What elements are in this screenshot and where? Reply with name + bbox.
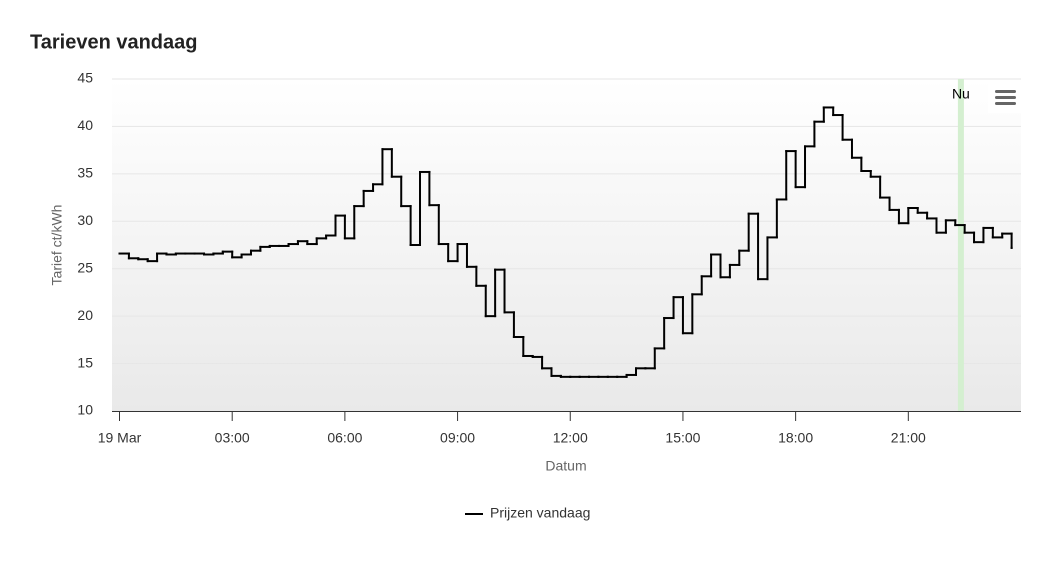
legend-label[interactable]: Prijzen vandaag <box>490 505 590 521</box>
menu-bar <box>995 102 1016 105</box>
x-tick-label: 09:00 <box>440 430 475 446</box>
chart-title: Tarieven vandaag <box>30 31 197 53</box>
x-tick-label: 12:00 <box>553 430 588 446</box>
y-axis-title: Tarief ct/kWh <box>49 205 65 286</box>
x-tick-label: 03:00 <box>215 430 250 446</box>
y-tick-label: 45 <box>77 70 93 86</box>
x-tick-label: 15:00 <box>665 430 700 446</box>
y-tick-label: 35 <box>77 165 93 181</box>
x-tick-label: 19 Mar <box>98 430 142 446</box>
x-tick-label: 06:00 <box>327 430 362 446</box>
x-tick-label: 21:00 <box>891 430 926 446</box>
y-tick-label: 25 <box>77 259 93 275</box>
menu-bar <box>995 96 1016 99</box>
y-tick-label: 15 <box>77 354 93 370</box>
y-tick-label: 40 <box>77 117 93 133</box>
y-tick-label: 10 <box>77 402 93 418</box>
x-tick-label: 18:00 <box>778 430 813 446</box>
menu-button[interactable] <box>988 83 1022 113</box>
now-label: Nu <box>952 86 970 102</box>
y-tick-label: 20 <box>77 307 93 323</box>
x-axis-title: Datum <box>545 458 586 474</box>
menu-bar <box>995 90 1016 93</box>
plot-background <box>112 79 1021 411</box>
y-tick-label: 30 <box>77 212 93 228</box>
legend-item[interactable]: Prijzen vandaag <box>465 505 590 521</box>
now-band <box>957 79 964 411</box>
